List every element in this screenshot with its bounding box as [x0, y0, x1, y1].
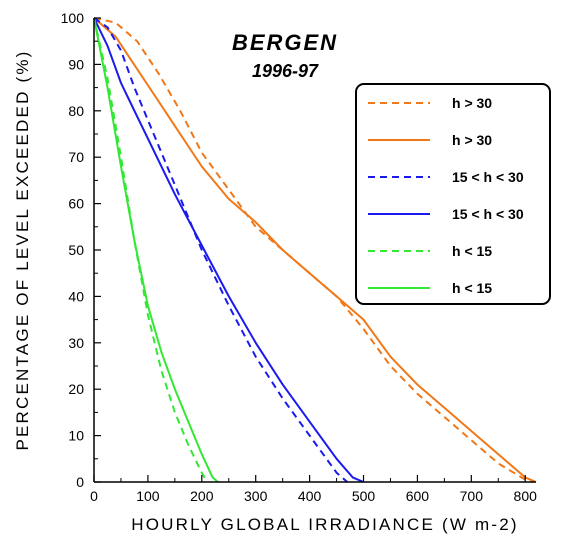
series-line-1	[93, 17, 537, 483]
x-axis-label: HOURLY GLOBAL IRRADIANCE (W m-2)	[131, 515, 518, 534]
legend-label-1: h > 30	[452, 132, 492, 148]
y-tick-label-3: 30	[68, 335, 84, 351]
series-line-4	[93, 17, 209, 483]
y-tick-label-10: 100	[61, 10, 85, 26]
ticks-layer: 0 100 200 300 400 500 600 700 800 0 10 20 30 40 50 60 70…	[61, 10, 537, 504]
x-tick-label-1: 100	[136, 488, 160, 504]
x-tick-label-8: 800	[514, 488, 538, 504]
legend-label-4: h < 15	[452, 243, 492, 259]
legend-box	[355, 83, 551, 305]
legend-label-0: h > 30	[452, 95, 492, 111]
y-tick-label-1: 10	[68, 428, 84, 444]
y-tick-label-0: 0	[76, 474, 84, 490]
x-tick-label-7: 700	[460, 488, 484, 504]
x-tick-label-3: 300	[244, 488, 268, 504]
series-line-5	[93, 17, 219, 483]
x-tick-label-2: 200	[190, 488, 214, 504]
legend-label-5: h < 15	[452, 280, 492, 296]
chart-title: BERGEN	[232, 30, 338, 55]
chart-subtitle: 1996-97	[252, 61, 319, 81]
legend-label-3: 15 < h < 30	[452, 206, 524, 222]
series-line-3	[93, 17, 364, 483]
y-tick-label-7: 70	[68, 149, 84, 165]
x-tick-label-4: 400	[298, 488, 322, 504]
series-line-2	[93, 17, 348, 483]
y-tick-label-8: 80	[68, 103, 84, 119]
legend: h > 30 h > 30 15 < h < 30 15 < h < 30 h < 15…	[355, 83, 551, 305]
x-tick-label-6: 600	[406, 488, 430, 504]
y-tick-label-9: 90	[68, 56, 84, 72]
x-tick-label-0: 0	[90, 488, 98, 504]
y-tick-label-2: 20	[68, 381, 84, 397]
y-tick-label-5: 50	[68, 242, 84, 258]
series-layer	[93, 17, 537, 483]
y-axis-label: PERCENTAGE OF LEVEL EXCEEDED (%)	[13, 49, 32, 450]
y-tick-label-6: 60	[68, 196, 84, 212]
x-tick-label-5: 500	[352, 488, 376, 504]
y-tick-label-4: 40	[68, 288, 84, 304]
legend-label-2: 15 < h < 30	[452, 169, 524, 185]
legend-items: h > 30 h > 30 15 < h < 30 15 < h < 30 h < 15…	[368, 95, 524, 296]
